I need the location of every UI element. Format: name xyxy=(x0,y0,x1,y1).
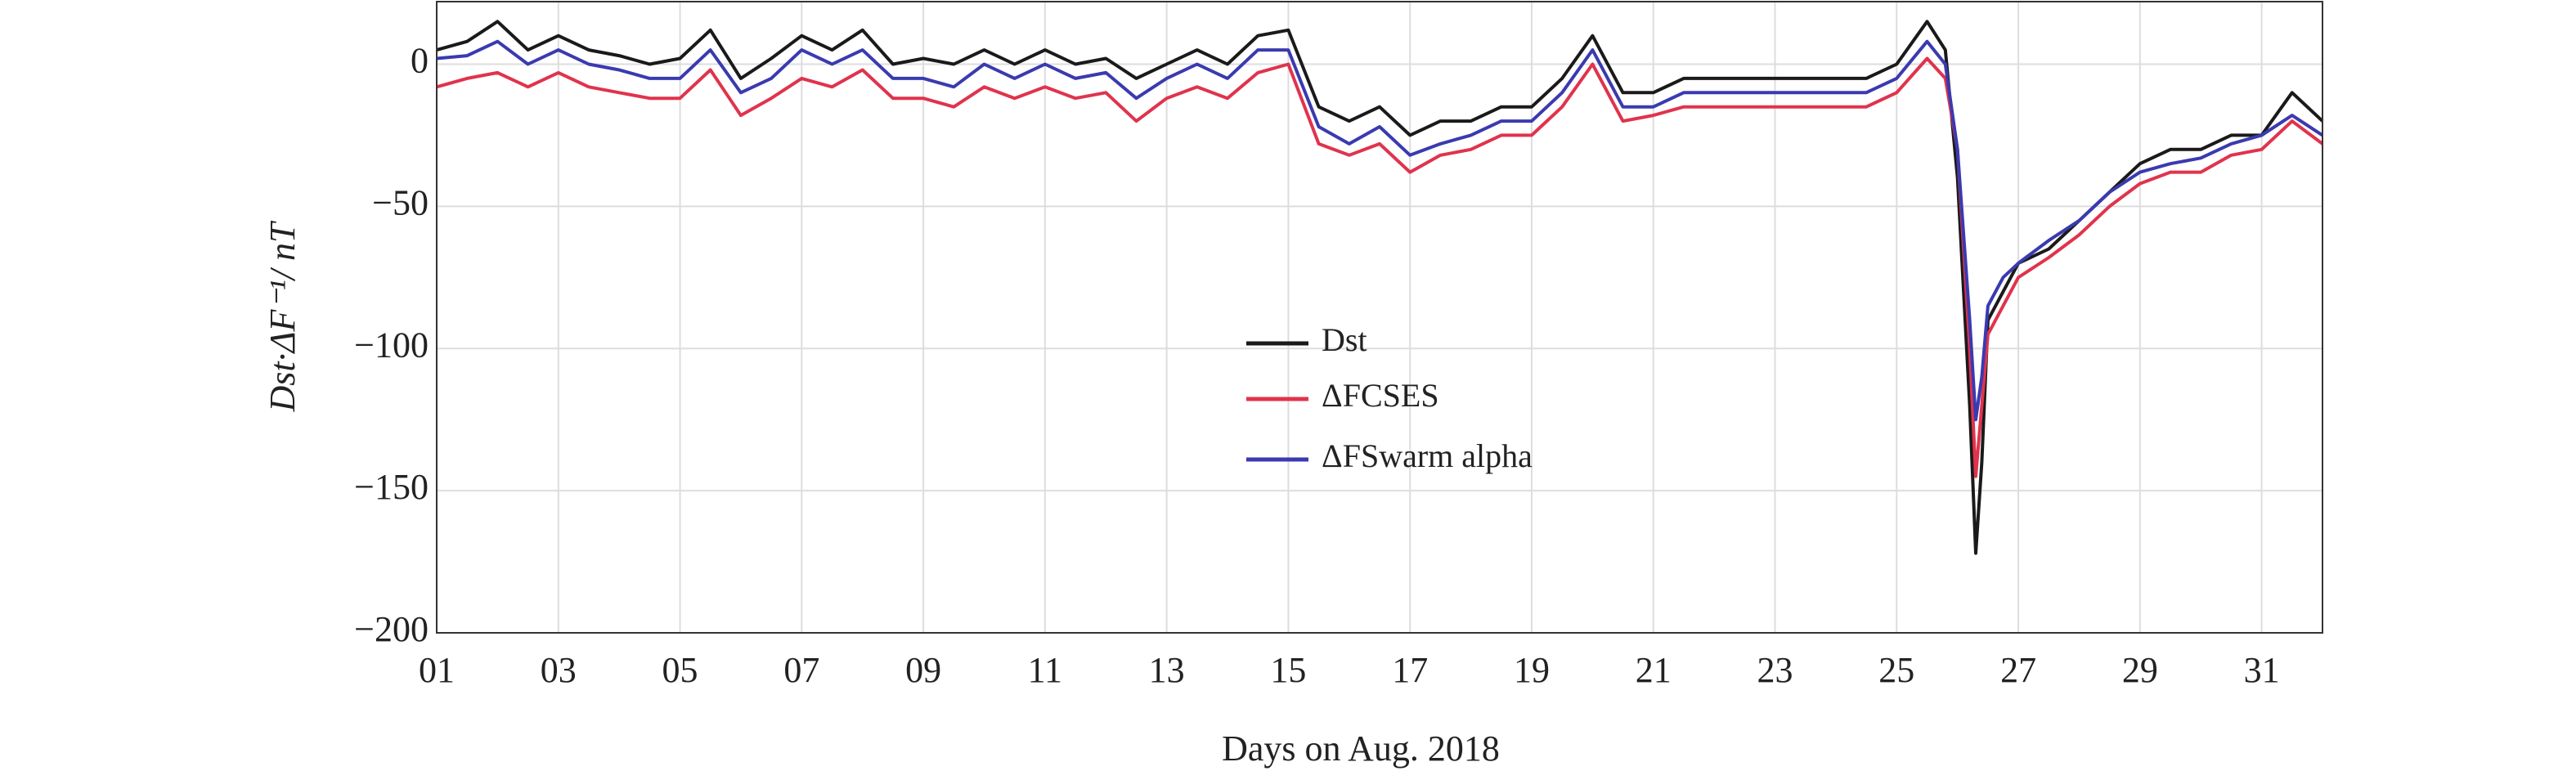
x-tick-label: 01 xyxy=(419,650,455,690)
y-tick-label: −100 xyxy=(354,325,429,365)
x-tick-label: 17 xyxy=(1392,650,1428,690)
x-tick-label: 27 xyxy=(2000,650,2036,690)
x-tick-label: 25 xyxy=(1878,650,1914,690)
x-tick-label: 03 xyxy=(541,650,577,690)
x-tick-label: 23 xyxy=(1757,650,1793,690)
y-tick-label: 0 xyxy=(411,41,429,81)
x-tick-label: 09 xyxy=(905,650,941,690)
legend-label: Dst xyxy=(1322,321,1367,358)
x-tick-label: 07 xyxy=(783,650,819,690)
plot-frame xyxy=(436,1,2323,634)
y-tick-label: −200 xyxy=(354,609,429,649)
x-tick-label: 15 xyxy=(1270,650,1306,690)
data-line xyxy=(436,20,2324,555)
y-axis-label: Dst·ΔF⁻¹/ nT xyxy=(263,220,303,412)
legend-label: ΔFCSES xyxy=(1322,377,1439,414)
x-tick-label: 13 xyxy=(1149,650,1185,690)
x-tick-label: 31 xyxy=(2244,650,2280,690)
x-tick-label: 11 xyxy=(1028,650,1062,690)
x-tick-label: 19 xyxy=(1514,650,1550,690)
x-tick-label: 05 xyxy=(662,650,698,690)
x-tick-label: 21 xyxy=(1636,650,1672,690)
y-tick-label: −150 xyxy=(354,467,429,507)
legend-label: ΔFSwarm alpha xyxy=(1322,437,1533,474)
data-line xyxy=(436,39,2324,422)
x-axis-label: Days on Aug. 2018 xyxy=(1222,728,1500,769)
data-line xyxy=(436,56,2324,478)
x-tick-label: 29 xyxy=(2122,650,2158,690)
y-tick-label: −50 xyxy=(372,182,429,222)
